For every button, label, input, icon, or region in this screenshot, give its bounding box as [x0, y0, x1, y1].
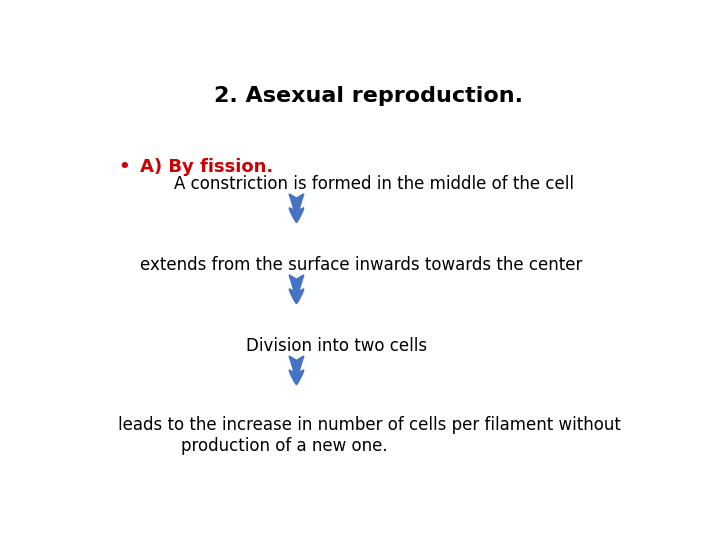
Text: Division into two cells: Division into two cells: [246, 337, 428, 355]
Text: leads to the increase in number of cells per filament without
            produc: leads to the increase in number of cells…: [118, 416, 621, 455]
Text: A) By fission.: A) By fission.: [140, 158, 274, 177]
Text: extends from the surface inwards towards the center: extends from the surface inwards towards…: [140, 256, 582, 274]
Text: A constriction is formed in the middle of the cell: A constriction is formed in the middle o…: [174, 175, 574, 193]
Text: •: •: [118, 158, 130, 177]
Text: 2. Asexual reproduction.: 2. Asexual reproduction.: [215, 85, 523, 106]
